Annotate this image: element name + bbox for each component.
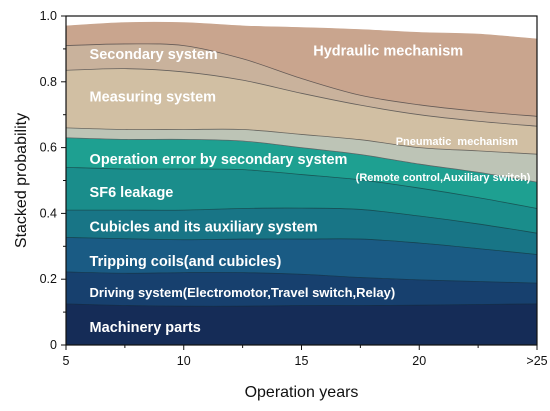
boundary-line xyxy=(65,127,538,155)
boundary-line xyxy=(65,271,538,284)
y-tick-label: 0.2 xyxy=(40,272,57,286)
label-remote-control-auxiliary-switch: (Remote control,Auxiliary switch) xyxy=(356,172,531,184)
y-tick-label: 0.8 xyxy=(40,75,57,89)
label-sf6-leakage: SF6 leakage xyxy=(90,185,174,201)
y-tick-label: 0.4 xyxy=(40,206,57,220)
boundary-line xyxy=(65,166,538,209)
x-tick-label: 15 xyxy=(295,354,309,368)
boundary-line xyxy=(65,237,538,255)
label-pneumatic-mechanism: Pneumatic mechanism xyxy=(396,136,518,148)
boundary-line xyxy=(65,43,538,117)
x-axis: 5 10 15 20 >25 xyxy=(63,345,548,368)
x-tick-label: >25 xyxy=(526,354,547,368)
label-secondary-system: Secondary system xyxy=(90,47,218,63)
area-layers xyxy=(65,21,538,346)
label-tripping-coils-and-cubicles: Tripping coils(and cubicles) xyxy=(90,254,282,270)
label-measuring-system: Measuring system xyxy=(90,90,217,106)
area-labels: Hydraulic mechanism Secondary system Measu… xyxy=(90,44,531,336)
label-driving-system-electromotor-travel-switch-relay: Driving system(Electromotor,Travel switc… xyxy=(90,285,396,300)
label-cubicles-and-its-auxiliary-system: Cubicles and its auxiliary system xyxy=(90,220,318,236)
x-tick-label: 20 xyxy=(412,354,426,368)
x-axis-title: Operation years xyxy=(245,384,359,401)
y-tick-label: 1.0 xyxy=(40,9,57,23)
boundary-line xyxy=(65,137,538,183)
label-hydraulic-mechanism: Hydraulic mechanism xyxy=(313,44,463,60)
y-axis: 0 0.2 0.4 0.6 0.8 1.0 xyxy=(40,9,66,352)
label-operation-error-by-secondary-system: Operation error by secondary system xyxy=(90,152,348,168)
x-tick-label: 10 xyxy=(177,354,191,368)
boundary-line xyxy=(65,303,538,307)
y-tick-label: 0 xyxy=(50,338,57,352)
label-machinery-parts: Machinery parts xyxy=(90,320,201,336)
area-boundaries xyxy=(65,43,538,307)
boundary-line xyxy=(65,68,538,127)
boundary-line xyxy=(65,207,538,234)
y-tick-label: 0.6 xyxy=(40,141,57,155)
y-axis-title: Stacked probability xyxy=(13,113,30,248)
x-tick-label: 5 xyxy=(63,354,70,368)
